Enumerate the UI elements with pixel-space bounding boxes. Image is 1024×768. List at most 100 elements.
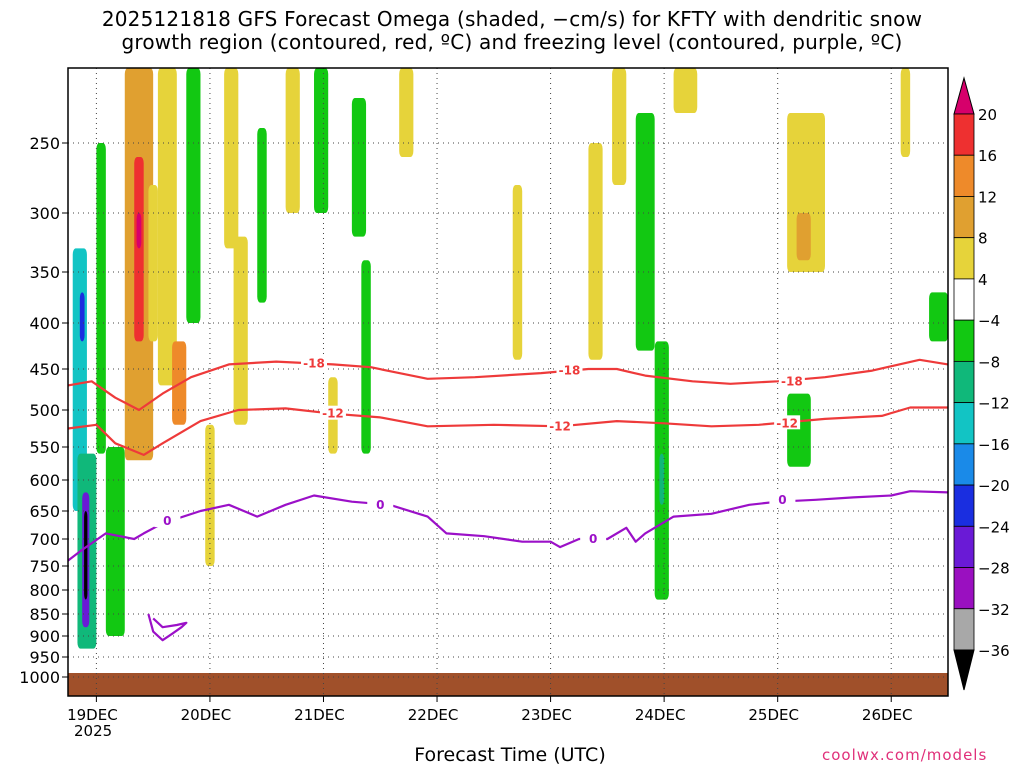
colorbar-band-5 (953, 278, 975, 321)
colorbar-band-11 (953, 525, 975, 568)
colorbar-band-8 (953, 402, 975, 445)
omega-region-23 (399, 68, 414, 157)
x-tick-label-25DEC: 25DEC (748, 706, 799, 724)
omega-region-13 (186, 68, 201, 323)
y-tick-label-350: 350 (29, 263, 60, 282)
colorbar-band-10 (953, 484, 975, 527)
colorbar-label-13: −36 (978, 642, 1010, 660)
contour-label-bg (769, 491, 796, 506)
colorbar-label-5: −4 (978, 312, 1000, 330)
y-tick-label-600: 600 (29, 471, 60, 490)
colorbar-band-7 (953, 360, 975, 404)
omega-region-29 (659, 453, 665, 505)
omega-region-14 (205, 424, 215, 566)
y-tick-label-500: 500 (29, 401, 60, 420)
omega-region-22 (361, 260, 371, 454)
omega-region-4 (84, 511, 88, 600)
y-tick-label-950: 950 (29, 648, 60, 667)
omega-region-27 (635, 113, 655, 351)
colorbar-label-6: −8 (978, 353, 1000, 371)
y-tick-label-1000: 1000 (19, 668, 60, 687)
colorbar-band-12 (953, 567, 975, 610)
omega-region-15 (224, 68, 239, 249)
contour-label-bg (367, 496, 394, 511)
contour-line-3 (147, 613, 188, 642)
contour-line-1 (67, 406, 948, 456)
x-tick-label-22DEC: 22DEC (408, 706, 459, 724)
contour-label-bg (778, 373, 805, 388)
omega-region-1 (79, 292, 85, 342)
omega-region-19 (314, 68, 329, 213)
y-tick-label-300: 300 (29, 204, 60, 223)
colorbar-label-10: −24 (978, 518, 1010, 536)
plot-frame (67, 67, 949, 697)
contour-label-bg (556, 362, 583, 377)
contour-label-2-0: 0 (163, 514, 171, 528)
omega-region-34 (900, 68, 911, 157)
x-tick-label-24DEC: 24DEC (635, 706, 686, 724)
x-axis-year-label: 2025 (74, 722, 113, 740)
contour-label-bg (547, 418, 574, 433)
omega-shading-layer (72, 68, 948, 649)
x-tick-label-21DEC: 21DEC (294, 706, 345, 724)
contour-label-bg (580, 531, 607, 545)
omega-region-30 (673, 68, 698, 113)
colorbar-band-6 (953, 319, 975, 362)
contour-label-bg (319, 405, 346, 420)
colorbar-label-8: −16 (978, 436, 1010, 454)
axes-layer: 250 300 350 400 450 500 550 600 650 700 750 800 850 9… (19, 67, 949, 724)
omega-region-9 (136, 213, 142, 249)
y-tick-label-250: 250 (29, 134, 60, 153)
contour-label-1-0: -12 (322, 407, 344, 421)
contour-label-0-0: -18 (303, 356, 325, 370)
colorbar-label-3: 8 (978, 230, 988, 248)
colorbar-label-0: 20 (978, 106, 997, 124)
omega-region-6 (105, 447, 125, 636)
colorbar-label-4: 4 (978, 271, 988, 289)
contour-label-2-1: 0 (376, 498, 384, 512)
colorbar-label-7: −12 (978, 395, 1010, 413)
omega-region-24 (512, 185, 523, 360)
x-axis-title: Forecast Time (UTC) (414, 744, 606, 766)
omega-region-18 (285, 68, 300, 213)
y-tick-label-650: 650 (29, 502, 60, 521)
colorbar-bottom-arrow (953, 649, 975, 691)
contour-label-bg (774, 415, 801, 430)
omega-region-32 (796, 213, 811, 261)
y-tick-label-400: 400 (29, 314, 60, 333)
ground-fill (68, 673, 948, 696)
y-tick-label-850: 850 (29, 605, 60, 624)
x-tick-label-19DEC: 19DEC (67, 706, 118, 724)
contour-label-1-1: -12 (549, 419, 571, 433)
omega-region-33 (787, 393, 811, 467)
x-tick-label-23DEC: 23DEC (521, 706, 572, 724)
contour-label-2-2: 0 (589, 532, 597, 546)
contour-line-0 (67, 358, 949, 412)
colorbar-band-1 (953, 113, 975, 156)
colorbar-band-9 (953, 443, 975, 486)
colorbar-label-1: 16 (978, 147, 997, 165)
y-tick-label-700: 700 (29, 530, 60, 549)
omega-region-16 (233, 236, 248, 425)
omega-region-5 (96, 143, 106, 454)
ground-layer (68, 673, 948, 696)
chart-title-line-1: 2025121818 GFS Forecast Omega (shaded, −… (101, 7, 923, 31)
x-tick-label-20DEC: 20DEC (181, 706, 232, 724)
colorbar-label-2: 12 (978, 188, 997, 206)
omega-region-21 (351, 98, 367, 237)
colorbar-label-9: −20 (978, 477, 1010, 495)
contour-label-0-2: -18 (781, 374, 803, 388)
contour-line-2 (67, 490, 949, 562)
colorbar-legend: 20 16 12 8 4 −4 −8 −12 −16 −20 −24 −28 −32 −36 (953, 76, 1010, 691)
site-credit: coolwx.com/models (822, 746, 988, 764)
contour-label-1-2: -12 (776, 416, 798, 430)
contour-label-2-3: 0 (778, 493, 786, 507)
omega-region-25 (588, 143, 603, 360)
contour-label-bg (301, 355, 328, 370)
contour-label-bg (154, 513, 181, 528)
omega-region-11 (157, 68, 177, 386)
omega-region-10 (148, 185, 158, 342)
contour-layer: -18 -18 -18 -12 -12 -12 0 0 0 0 (67, 355, 949, 642)
y-tick-label-750: 750 (29, 557, 60, 576)
